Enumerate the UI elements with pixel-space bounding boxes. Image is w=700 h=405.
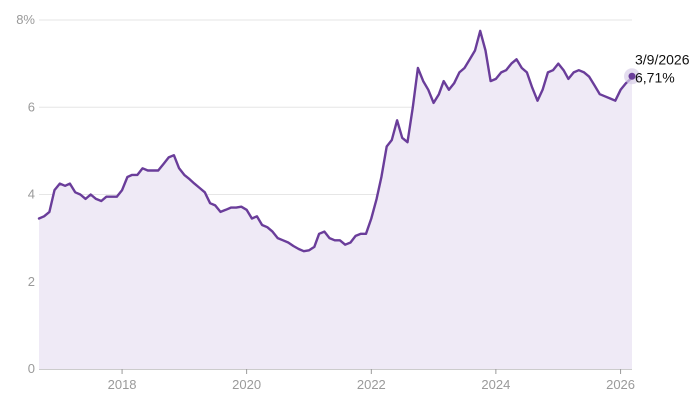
x-tick-label: 2018 [108, 377, 137, 392]
series-area [39, 30, 632, 370]
y-tick-label: 0 [28, 361, 35, 376]
x-axis: 2018 2020 2022 2024 2026 [108, 369, 635, 392]
annotation-date: 3/9/2026 [635, 51, 690, 67]
series-line [37, 29, 634, 253]
y-tick-label: 8% [16, 12, 35, 27]
latest-point [628, 72, 636, 80]
y-axis: 0 2 4 6 8% [16, 12, 35, 376]
y-tick-label: 6 [28, 99, 35, 114]
y-tick-label: 2 [28, 274, 35, 289]
annotation-value: 6,71% [635, 69, 675, 85]
x-tick-label: 2020 [232, 377, 261, 392]
x-tick-label: 2026 [606, 377, 635, 392]
latest-point-marker [624, 68, 640, 85]
y-tick-label: 4 [28, 187, 35, 202]
x-tick-label: 2022 [357, 377, 386, 392]
x-tick-label: 2024 [481, 377, 510, 392]
